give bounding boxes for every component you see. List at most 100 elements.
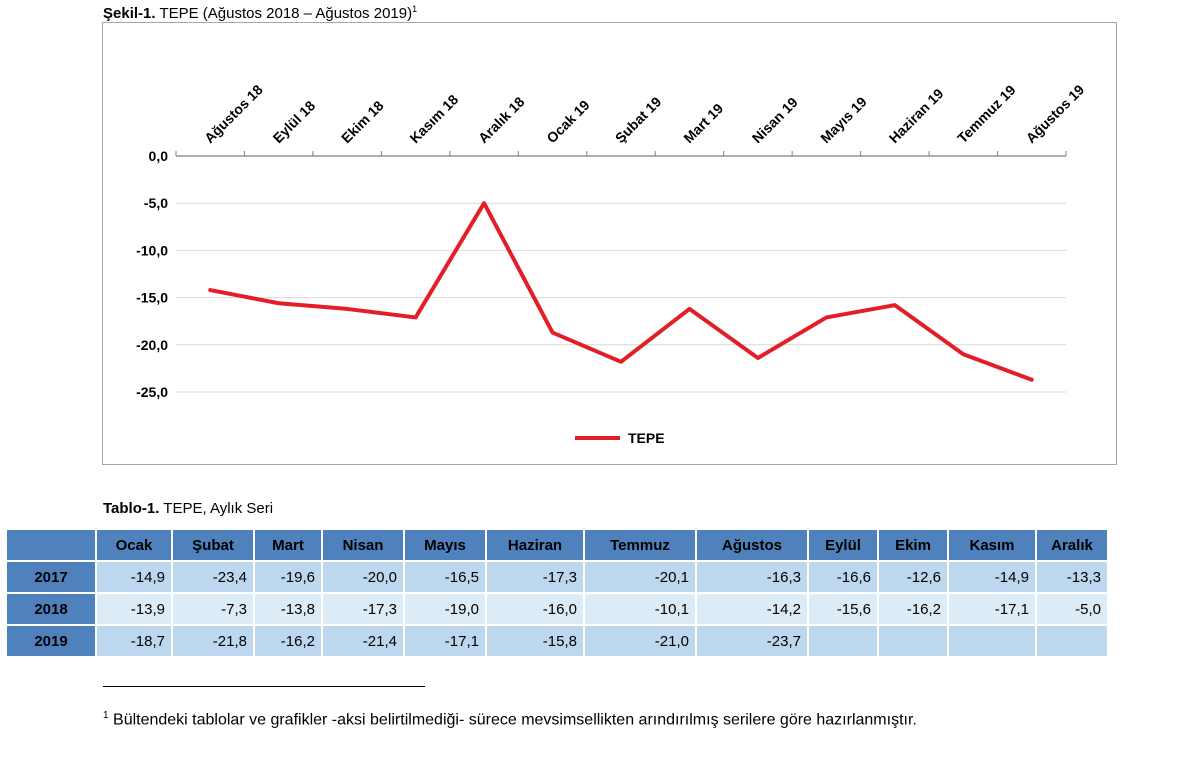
x-tick-label: Ekim 18 [338, 97, 387, 146]
table-cell: -20,0 [323, 562, 403, 592]
table-cell [1037, 626, 1107, 656]
y-tick-label: -25,0 [136, 384, 168, 400]
column-header: Mart [255, 530, 321, 560]
table-cell: -16,2 [879, 594, 947, 624]
row-year-label: 2019 [7, 626, 95, 656]
table-cell: -16,0 [487, 594, 583, 624]
x-tick-label: Ocak 19 [543, 97, 592, 146]
data-point [482, 201, 486, 205]
table-cell: -13,9 [97, 594, 171, 624]
y-tick-label: -15,0 [136, 290, 168, 306]
x-tick-label: Ağustos 18 [201, 81, 266, 146]
line-chart: 0,0 -5,0 -10,0 -15,0 -20,0 -25,0 Ağustos 18 Eyl… [136, 81, 1088, 446]
table-label: Tablo-1. [103, 500, 160, 517]
table-cell: -17,3 [487, 562, 583, 592]
footnote-mark: 1 [103, 710, 109, 721]
y-tick-label: -20,0 [136, 337, 168, 353]
table-cell: -19,0 [405, 594, 485, 624]
data-point [345, 307, 349, 311]
figure-label: Şekil-1. [103, 5, 156, 22]
table-row: 2017 -14,9 -23,4 -19,6 -20,0 -16,5 -17,3 -20,1-… [7, 562, 1107, 592]
x-tick-label: Şubat 19 [612, 93, 665, 146]
table-cell: -14,9 [97, 562, 171, 592]
x-tick-label: Mayıs 19 [817, 93, 870, 146]
data-point [551, 331, 555, 335]
data-point [824, 315, 828, 319]
table-cell: -21,8 [173, 626, 253, 656]
data-point [893, 303, 897, 307]
monthly-table: Ocak Şubat Mart Nisan Mayıs Haziran Temmuz Ağus… [5, 528, 1109, 658]
data-point [277, 301, 281, 305]
table-cell [949, 626, 1035, 656]
table-cell: -15,6 [809, 594, 877, 624]
table-header-row: Ocak Şubat Mart Nisan Mayıs Haziran Temmuz Ağus… [7, 530, 1107, 560]
row-year-label: 2017 [7, 562, 95, 592]
footnote-separator [103, 686, 425, 687]
table-row: 2018 -13,9 -7,3 -13,8 -17,3 -19,0 -16,0 -10,1 -1… [7, 594, 1107, 624]
table-cell: -23,4 [173, 562, 253, 592]
column-header: Ocak [97, 530, 171, 560]
footnote-text: Bültendeki tablolar ve grafikler -aksi b… [113, 711, 917, 729]
table-cell: -5,0 [1037, 594, 1107, 624]
row-year-label: 2018 [7, 594, 95, 624]
table-cell: -23,7 [697, 626, 807, 656]
x-tick-label: Nisan 19 [749, 94, 801, 146]
x-tick-label: Mart 19 [680, 100, 726, 146]
x-tick-label: Haziran 19 [886, 85, 947, 146]
table-cell: -17,3 [323, 594, 403, 624]
footnote: 1 Bültendeki tablolar ve grafikler -aksi… [103, 705, 1103, 731]
data-point [1030, 378, 1034, 382]
table-cell: -16,3 [697, 562, 807, 592]
column-header: Şubat [173, 530, 253, 560]
table-cell: -17,1 [405, 626, 485, 656]
column-header: Ekim [879, 530, 947, 560]
y-tick-label: 0,0 [149, 148, 169, 164]
y-tick-label: -10,0 [136, 242, 168, 258]
table-title: Tablo-1. TEPE, Aylık Seri [103, 500, 273, 517]
table-cell: -15,8 [487, 626, 583, 656]
table-cell [809, 626, 877, 656]
x-tick-label: Temmuz 19 [954, 81, 1019, 146]
table-cell: -12,6 [879, 562, 947, 592]
table-cell: -16,5 [405, 562, 485, 592]
table-cell: -16,6 [809, 562, 877, 592]
table-cell: -17,1 [949, 594, 1035, 624]
column-header: Temmuz [585, 530, 695, 560]
table-cell: -14,2 [697, 594, 807, 624]
table-cell: -14,9 [949, 562, 1035, 592]
figure-title: Şekil-1. TEPE (Ağustos 2018 – Ağustos 20… [103, 4, 417, 22]
column-header: Haziran [487, 530, 583, 560]
table-cell: -7,3 [173, 594, 253, 624]
column-header: Aralık [1037, 530, 1107, 560]
table-cell: -13,3 [1037, 562, 1107, 592]
figure-caption: TEPE (Ağustos 2018 – Ağustos 2019) [159, 5, 413, 22]
legend-label: TEPE [628, 430, 665, 446]
table-caption: TEPE, Aylık Seri [163, 500, 274, 517]
data-point [756, 356, 760, 360]
table-cell [879, 626, 947, 656]
figure-note-mark: 1 [412, 4, 418, 14]
table-cell: -20,1 [585, 562, 695, 592]
table-cell: -18,7 [97, 626, 171, 656]
x-tick-label: Kasım 18 [406, 91, 461, 146]
chart-frame: 0,0 -5,0 -10,0 -15,0 -20,0 -25,0 Ağustos 18 Eyl… [102, 22, 1117, 465]
series-line [208, 201, 1034, 382]
column-header: Mayıs [405, 530, 485, 560]
table-cell: -19,6 [255, 562, 321, 592]
data-point [208, 288, 212, 292]
data-point [961, 352, 965, 356]
y-tick-label: -5,0 [144, 195, 168, 211]
table-cell: -21,4 [323, 626, 403, 656]
x-tick-label: Aralık 18 [475, 93, 528, 146]
data-point [414, 315, 418, 319]
table-corner-cell [7, 530, 95, 560]
data-point [619, 360, 623, 364]
table-cell: -10,1 [585, 594, 695, 624]
column-header: Nisan [323, 530, 403, 560]
x-tick-label: Eylül 18 [269, 97, 318, 146]
column-header: Ağustos [697, 530, 807, 560]
x-tick-label: Ağustos 19 [1023, 81, 1088, 146]
data-point [687, 307, 691, 311]
table-cell: -13,8 [255, 594, 321, 624]
table-cell: -16,2 [255, 626, 321, 656]
